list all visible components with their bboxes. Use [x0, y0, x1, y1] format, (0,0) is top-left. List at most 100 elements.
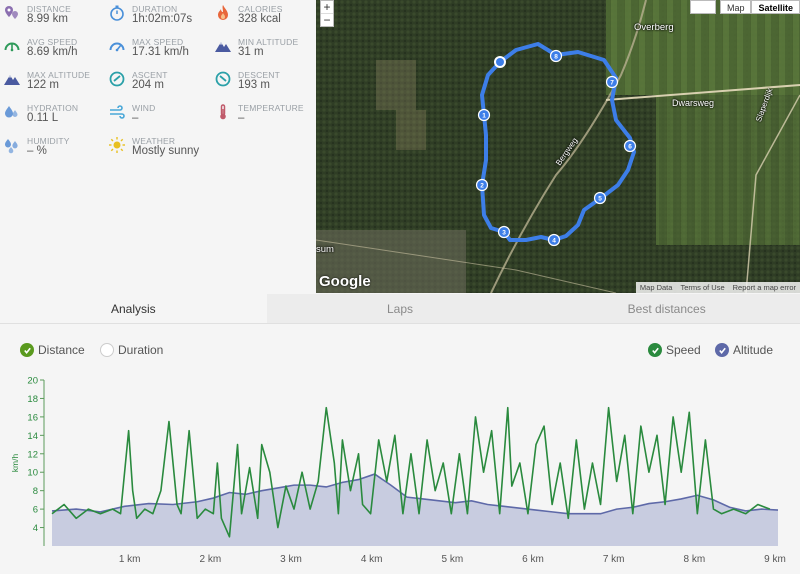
altitude-area — [52, 474, 778, 546]
flame-icon — [214, 4, 232, 22]
stat-ascent: ASCENT 204 m — [105, 66, 210, 96]
stat-max-speed: MAX SPEED 17.31 km/h — [105, 33, 210, 63]
zoom-in-button[interactable]: + — [321, 1, 333, 14]
min-altitude-mountain-icon — [214, 37, 232, 55]
stat-value: 328 kcal — [238, 13, 281, 25]
map-type-satellite-button[interactable]: Satellite — [751, 0, 800, 14]
map-label-sum: sum — [316, 244, 334, 255]
humidity-drops-icon — [3, 136, 21, 154]
route-marker-4[interactable]: 4 — [547, 233, 561, 247]
unchecked-circle-icon — [100, 343, 114, 357]
route-marker-2[interactable]: 2 — [475, 178, 489, 192]
checkmark-icon — [715, 343, 729, 357]
route-marker-8[interactable]: 8 — [549, 49, 563, 63]
distance-pin-icon — [3, 4, 21, 22]
stat-value: 1h:02m:07s — [132, 13, 193, 25]
speed-toggle-label: Speed — [666, 343, 701, 357]
stat-descent: DESCENT 193 m — [211, 66, 316, 96]
y-tick-label: 4 — [33, 523, 38, 534]
stat-hydration: HYDRATION 0.11 L — [0, 99, 105, 129]
speed-line — [51, 406, 771, 538]
ascent-icon — [108, 70, 126, 88]
map-attribution: Map Data Terms of Use Report a map error — [635, 282, 800, 293]
svg-text:6: 6 — [628, 144, 632, 151]
avg-speed-gauge-icon — [3, 37, 21, 55]
tab-analysis[interactable]: Analysis — [0, 294, 267, 323]
fullscreen-button[interactable] — [689, 0, 716, 14]
stat-value: 193 m — [238, 79, 270, 91]
x-tick-label: 9 km — [764, 554, 786, 565]
max-speed-gauge-icon — [108, 37, 126, 55]
start-marker-icon[interactable] — [494, 56, 506, 68]
stopwatch-icon — [108, 4, 126, 22]
svg-text:1: 1 — [482, 113, 486, 120]
route-marker-1[interactable]: 1 — [477, 108, 491, 122]
x-tick-label: 7 km — [603, 554, 625, 565]
stat-wind: WIND – — [105, 99, 210, 129]
svg-text:3: 3 — [502, 230, 506, 237]
stat-label: AVG SPEED — [27, 37, 78, 47]
thermometer-icon — [214, 103, 232, 121]
stat-duration: DURATION 1h:02m:07s — [105, 0, 210, 30]
stat-label: DESCENT — [238, 70, 281, 80]
google-logo[interactable]: Google — [319, 273, 371, 290]
speed-toggle[interactable]: Speed — [648, 341, 701, 359]
x-tick-label: 4 km — [361, 554, 383, 565]
checkmark-icon — [648, 343, 662, 357]
stat-temperature: TEMPERATURE – — [211, 99, 316, 129]
stat-avg-speed: AVG SPEED 8.69 km/h — [0, 33, 105, 63]
stat-distance: DISTANCE 8.99 km — [0, 0, 105, 30]
stat-label: HUMIDITY — [27, 136, 70, 146]
route-marker-6[interactable]: 6 — [623, 139, 637, 153]
route-path — [480, 42, 636, 242]
svg-text:2: 2 — [480, 183, 484, 190]
duration-toggle[interactable]: Duration — [100, 341, 163, 359]
route-marker-7[interactable]: 7 — [605, 75, 619, 89]
stat-label: WIND — [132, 103, 156, 113]
y-tick-label: 20 — [27, 376, 38, 387]
distance-toggle-label: Distance — [38, 343, 85, 357]
stat-humidity: HUMIDITY – % — [0, 132, 105, 162]
route-marker-5[interactable]: 5 — [593, 191, 607, 205]
y-tick-label: 12 — [27, 449, 38, 460]
stats-panel: DISTANCE 8.99 km DURATION 1h:02m:07s CAL… — [0, 0, 316, 293]
tab-best-distances[interactable]: Best distances — [627, 302, 706, 316]
distance-toggle[interactable]: Distance — [20, 341, 85, 359]
stat-value: 0.11 L — [27, 112, 59, 124]
analysis-tabs: Analysis Laps Best distances — [0, 294, 800, 324]
stat-label: TEMPERATURE — [238, 103, 304, 113]
map-label-dwarsweg: Dwarsweg — [672, 98, 715, 108]
y-tick-label: 10 — [27, 468, 38, 479]
map-label-overberg: Overberg — [634, 22, 674, 33]
stat-value: 31 m — [238, 46, 264, 58]
zoom-out-button[interactable]: − — [323, 13, 331, 27]
stat-min-altitude: MIN ALTITUDE 31 m — [211, 33, 316, 63]
tab-laps[interactable]: Laps — [386, 302, 414, 316]
max-altitude-mountain-icon — [3, 70, 21, 88]
stat-value: 8.99 km — [27, 13, 68, 25]
stat-label: MAX ALTITUDE — [27, 70, 91, 80]
stat-value: 8.69 km/h — [27, 46, 78, 58]
map-type-control: Map Satellite — [689, 0, 800, 14]
stat-label: ASCENT — [132, 70, 168, 80]
altitude-toggle[interactable]: Altitude — [715, 341, 773, 359]
x-tick-label: 6 km — [522, 554, 544, 565]
stat-value: – % — [27, 145, 47, 157]
svg-text:7: 7 — [610, 80, 614, 87]
y-tick-label: 6 — [33, 505, 38, 516]
svg-text:5: 5 — [598, 196, 602, 203]
terms-of-use-link[interactable]: Terms of Use — [680, 283, 725, 292]
map-data-link[interactable]: Map Data — [639, 283, 673, 292]
x-tick-label: 5 km — [441, 554, 463, 565]
x-tick-label: 2 km — [199, 554, 221, 565]
stat-calories: CALORIES 328 kcal — [211, 0, 316, 30]
stat-max-altitude: MAX ALTITUDE 122 m — [0, 66, 105, 96]
stat-value: – — [132, 112, 139, 124]
map-type-map-button[interactable]: Map — [719, 0, 752, 14]
speed-altitude-chart[interactable]: 4 6 8 10 12 14 16 18 20 km/h 1 km 2 km 3 km 4 km 5 km 6… — [0, 368, 800, 574]
report-map-error-link[interactable]: Report a map error — [732, 283, 796, 292]
stat-label: DISTANCE — [27, 4, 71, 14]
route-marker-3[interactable]: 3 — [497, 225, 511, 239]
